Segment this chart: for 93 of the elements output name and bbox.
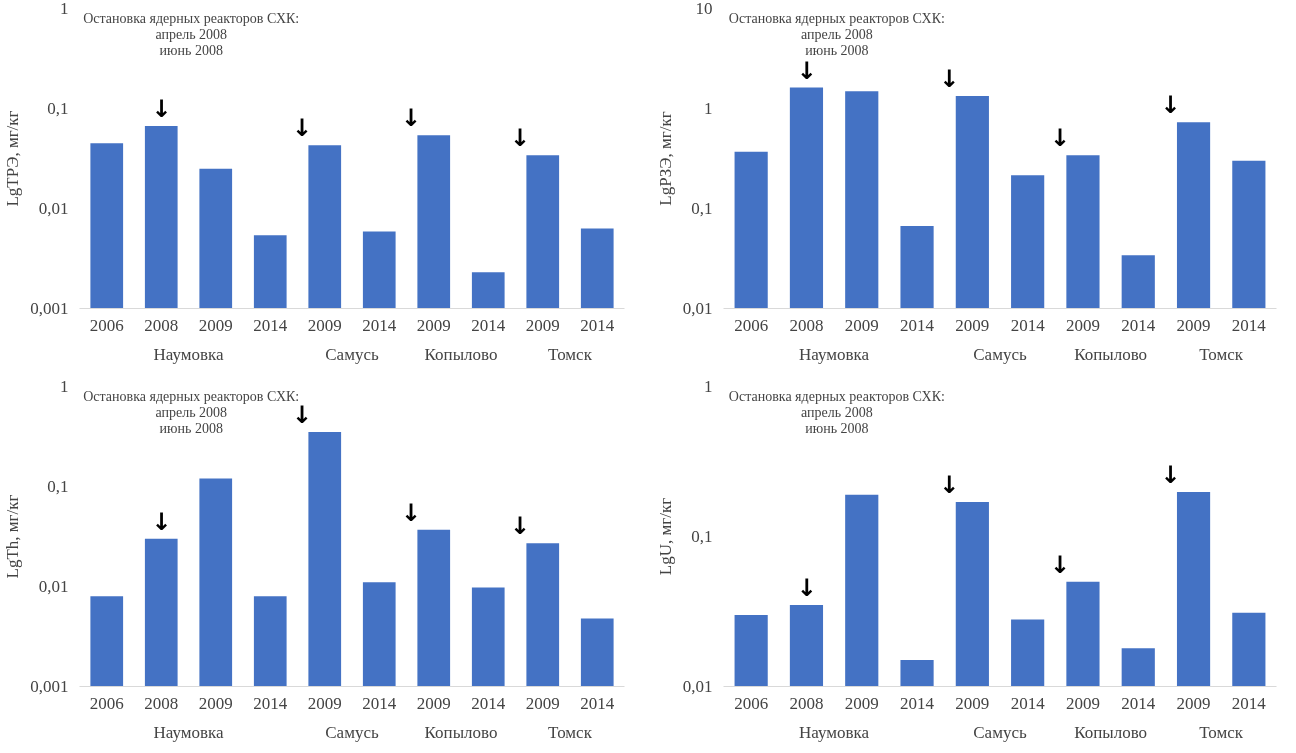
x-tick-label: 2008 xyxy=(144,693,179,713)
x-tick-label: 2014 xyxy=(1010,693,1046,713)
annotation: ↓ xyxy=(509,512,530,541)
y-tick-label: 1 xyxy=(60,377,69,396)
x-tick-label: 2009 xyxy=(198,693,233,713)
y-tick-label: 0,001 xyxy=(30,677,69,696)
text: Томск xyxy=(548,722,593,742)
x-tick-label: 2014 xyxy=(1010,315,1046,335)
text: Самусь xyxy=(973,344,1027,364)
x-tick-label: 2009 xyxy=(1176,315,1211,335)
x-tick-label: 2009 xyxy=(525,693,560,713)
text: Самусь xyxy=(325,344,379,364)
text: Копылово xyxy=(1074,344,1148,364)
text: Самусь xyxy=(973,722,1027,742)
text: Наумовка xyxy=(153,344,224,364)
x-tick-label: 2008 xyxy=(144,315,179,335)
y-tick-label: 0,01 xyxy=(38,577,69,596)
y-tick-label: 1 xyxy=(704,377,713,396)
text: Наумовка xyxy=(799,344,870,364)
x-tick-label: 2014 xyxy=(362,315,397,335)
text: Томск xyxy=(1199,344,1244,364)
x-tick-label: 2009 xyxy=(416,693,451,713)
y-tick-label: 10 xyxy=(695,0,713,18)
annotation: ↓ xyxy=(400,104,421,133)
x-tick-label: 2014 xyxy=(1121,315,1156,335)
x-tick-label: 2009 xyxy=(198,315,233,335)
x-tick-label: 2006 xyxy=(734,693,769,713)
annotation: ↓ xyxy=(939,65,960,94)
x-tick-label: 2009 xyxy=(525,315,560,335)
text: Самусь xyxy=(325,722,379,742)
annotation: ↓ xyxy=(1160,461,1181,489)
x-tick-label: 2009 xyxy=(1065,315,1100,335)
x-tick-label: 2009 xyxy=(1065,693,1100,713)
annotation: ↓ xyxy=(1049,550,1070,579)
x-tick-label: 2009 xyxy=(416,315,451,335)
x-tick-label: 2008 xyxy=(789,315,824,335)
x-tick-label: 2014 xyxy=(471,693,506,713)
y-tick-label: 0,01 xyxy=(682,677,713,696)
x-tick-label: 2009 xyxy=(844,315,879,335)
y-tick-label: 0,1 xyxy=(47,477,69,496)
y-axis-title: LgU, мг/кг xyxy=(655,497,675,576)
y-tick-label: 0,001 xyxy=(30,299,69,318)
x-tick-label: 2014 xyxy=(253,693,288,713)
x-tick-label: 2014 xyxy=(253,315,288,335)
x-tick-label: 2009 xyxy=(844,693,879,713)
annotation: ↓ xyxy=(291,114,312,143)
annotation: Остановка ядерных реакторов СХК: апрель 2008 июнь 2008 xyxy=(728,388,945,436)
x-tick-label: 2009 xyxy=(307,693,342,713)
x-tick-label: 2014 xyxy=(580,315,615,335)
x-tick-label: 2006 xyxy=(89,693,124,713)
text: Копылово xyxy=(1074,722,1148,742)
text: Томск xyxy=(1199,722,1244,742)
x-tick-label: 2009 xyxy=(307,315,342,335)
x-tick-label: 2014 xyxy=(900,315,935,335)
y-axis-title: LgРЗЭ, мг/кг xyxy=(655,111,675,206)
text: Копылово xyxy=(424,344,498,364)
x-tick-label: 2009 xyxy=(955,693,990,713)
y-tick-label: 0,01 xyxy=(38,199,69,218)
y-tick-label: 1 xyxy=(60,0,69,18)
x-tick-label: 2009 xyxy=(955,315,990,335)
x-tick-label: 2014 xyxy=(362,693,397,713)
annotation: ↓ xyxy=(151,94,172,123)
x-tick-label: 2014 xyxy=(900,693,935,713)
y-tick-label: 1 xyxy=(704,99,713,118)
x-tick-label: 2006 xyxy=(734,315,769,335)
y-tick-label: 0,1 xyxy=(47,99,69,118)
annotation: ↓ xyxy=(796,56,817,85)
x-tick-label: 2014 xyxy=(1121,693,1156,713)
y-axis-title: LgТРЭ, мг/кг xyxy=(3,110,23,207)
annotation: ↓ xyxy=(796,573,817,602)
annotation: Остановка ядерных реакторов СХК: апрель 2008 июнь 2008 xyxy=(728,10,945,58)
annotation: Остановка ядерных реакторов СХК: апрель 2008 июнь 2008 xyxy=(83,10,300,58)
annotation: ↓ xyxy=(151,507,172,536)
x-tick-label: 2014 xyxy=(1231,693,1267,713)
annotation: ↓ xyxy=(1160,91,1181,120)
annotation: ↓ xyxy=(939,470,960,499)
y-axis-title: LgTh, мг/кг xyxy=(3,494,23,579)
annotation: ↓ xyxy=(400,498,421,527)
x-tick-label: 2014 xyxy=(580,693,615,713)
x-tick-label: 2014 xyxy=(1231,315,1267,335)
y-tick-label: 0,01 xyxy=(682,299,713,318)
x-tick-label: 2008 xyxy=(789,693,824,713)
y-tick-label: 0,1 xyxy=(691,199,713,218)
x-tick-label: 2009 xyxy=(1176,693,1211,713)
x-tick-label: 2006 xyxy=(89,315,124,335)
x-tick-label: 2014 xyxy=(471,315,506,335)
annotation: ↓ xyxy=(509,124,530,153)
text: Наумовка xyxy=(799,722,870,742)
text: Наумовка xyxy=(153,722,224,742)
text: Копылово xyxy=(424,722,498,742)
text: Томск xyxy=(548,344,593,364)
annotation: ↓ xyxy=(1049,124,1070,153)
y-tick-label: 0,1 xyxy=(691,527,713,546)
